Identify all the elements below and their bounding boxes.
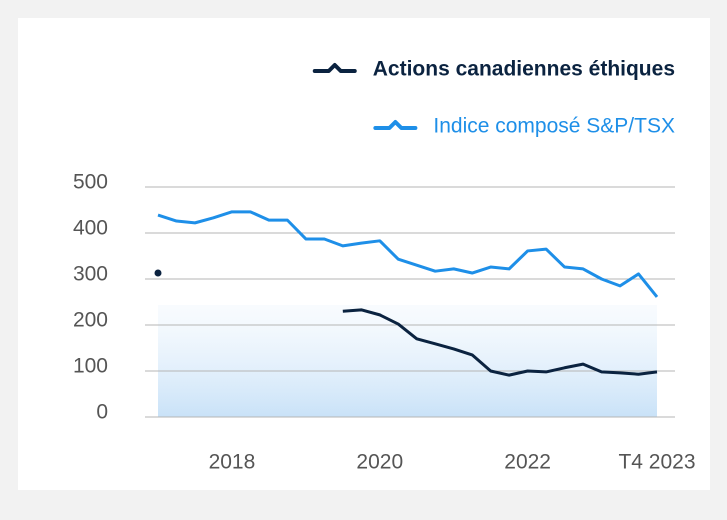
y-tick-label: 0 [96,401,108,424]
y-tick-label: 400 [73,217,108,240]
highlight-area [158,305,657,417]
y-tick-label: 500 [73,171,108,194]
legend-icon [312,63,357,73]
x-tick-label: 2020 [356,451,403,474]
x-tick-label: 2022 [504,451,551,474]
series-line [342,308,658,377]
x-tick-label: T4 2023 [618,451,695,474]
legend-icon [373,120,418,130]
legend-label: Indice composé S&P/TSX [433,115,675,138]
card [18,18,710,490]
legend-label: Actions canadiennes éthiques [373,58,675,81]
data-point [154,269,162,277]
y-tick-label: 100 [73,355,108,378]
y-tick-label: 200 [73,309,108,332]
x-tick-label: 2018 [209,451,256,474]
y-tick-label: 300 [73,263,108,286]
series-line [157,210,659,298]
